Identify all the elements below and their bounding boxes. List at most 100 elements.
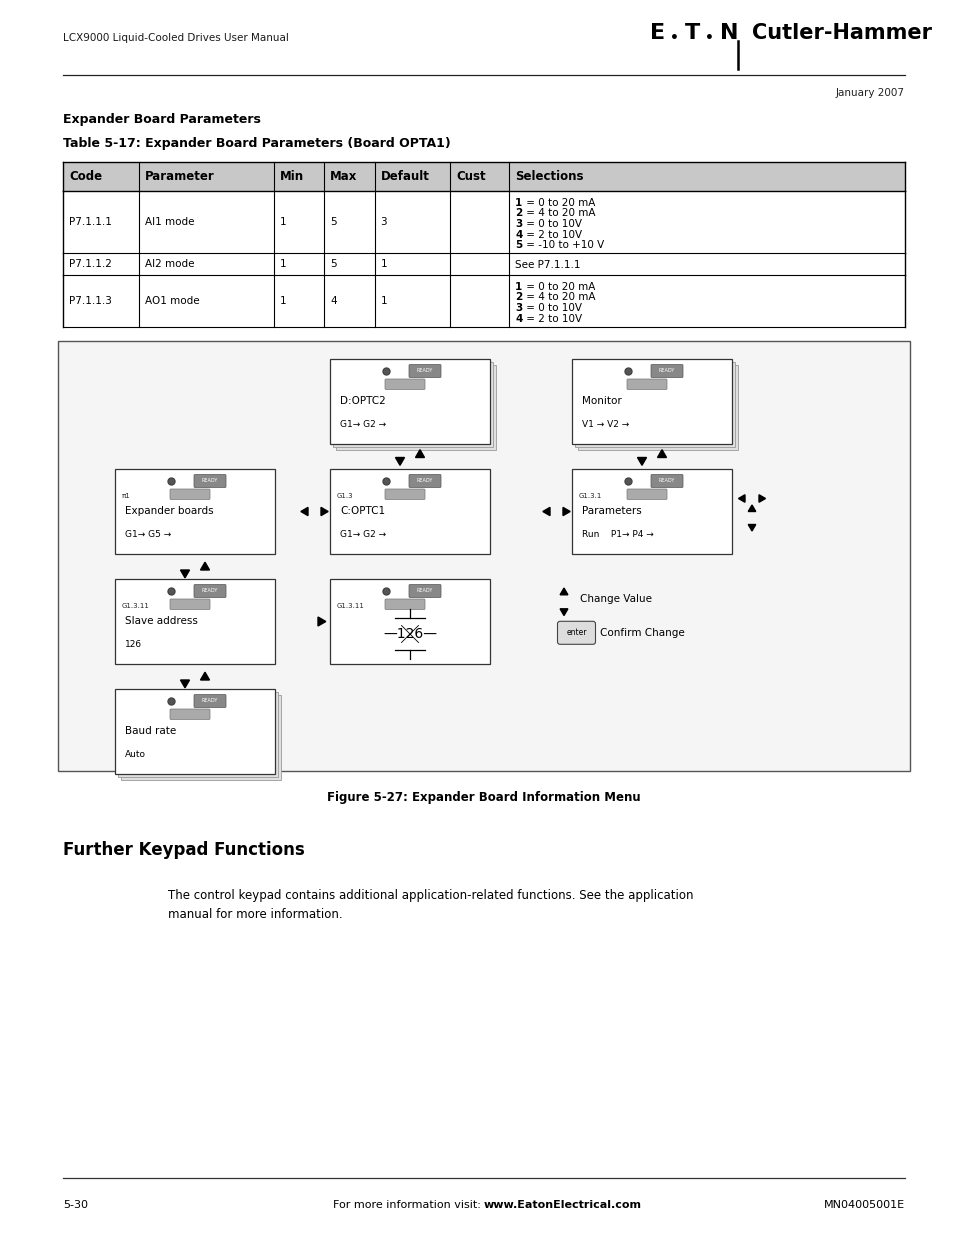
- Polygon shape: [416, 450, 424, 457]
- Text: The control keypad contains additional application-related functions. See the ap: The control keypad contains additional a…: [168, 889, 693, 921]
- Text: 1: 1: [515, 282, 522, 291]
- Text: Parameters: Parameters: [581, 506, 641, 516]
- FancyBboxPatch shape: [650, 474, 682, 488]
- Text: 2: 2: [515, 293, 522, 303]
- Text: = 0 to 20 mA: = 0 to 20 mA: [522, 198, 595, 207]
- Text: 3: 3: [515, 219, 522, 228]
- Text: = 2 to 10V: = 2 to 10V: [522, 230, 581, 240]
- Bar: [333, 362, 493, 447]
- Bar: [115, 469, 274, 555]
- Text: 126: 126: [125, 640, 142, 650]
- Text: Cutler-Hammer: Cutler-Hammer: [751, 23, 931, 43]
- Text: Baud rate: Baud rate: [125, 726, 176, 736]
- Bar: [572, 469, 731, 555]
- FancyBboxPatch shape: [650, 364, 682, 378]
- Polygon shape: [637, 457, 646, 466]
- Polygon shape: [200, 562, 210, 571]
- Bar: [63, 162, 904, 191]
- Text: Table 5-17: Expander Board Parameters (Board OPTA1): Table 5-17: Expander Board Parameters (B…: [63, 137, 450, 149]
- Text: AO1 mode: AO1 mode: [145, 296, 199, 306]
- Bar: [575, 362, 734, 447]
- Bar: [572, 359, 731, 445]
- Text: www.EatonElectrical.com: www.EatonElectrical.com: [483, 1200, 641, 1210]
- Bar: [118, 692, 277, 777]
- Text: Max: Max: [330, 170, 357, 183]
- FancyBboxPatch shape: [193, 694, 226, 708]
- Text: MN04005001E: MN04005001E: [823, 1200, 904, 1210]
- Bar: [330, 469, 490, 555]
- FancyBboxPatch shape: [193, 584, 226, 598]
- Text: AI1 mode: AI1 mode: [145, 217, 194, 227]
- FancyBboxPatch shape: [409, 474, 440, 488]
- Text: 1: 1: [279, 217, 286, 227]
- Polygon shape: [180, 571, 190, 578]
- Polygon shape: [200, 672, 210, 680]
- FancyBboxPatch shape: [626, 489, 666, 499]
- Text: AI2 mode: AI2 mode: [145, 259, 194, 269]
- Text: Auto: Auto: [125, 750, 146, 760]
- Polygon shape: [759, 495, 764, 503]
- Text: Change Value: Change Value: [579, 594, 651, 604]
- Text: enter: enter: [566, 629, 586, 637]
- Text: G1.3.1: G1.3.1: [578, 493, 601, 499]
- Text: π1: π1: [122, 493, 131, 499]
- FancyBboxPatch shape: [626, 379, 666, 389]
- Text: Monitor: Monitor: [581, 396, 621, 406]
- Text: Expander boards: Expander boards: [125, 506, 213, 516]
- Bar: [578, 366, 738, 450]
- Text: G1→ G2 →: G1→ G2 →: [339, 420, 386, 429]
- Text: Parameter: Parameter: [145, 170, 214, 183]
- Polygon shape: [559, 609, 567, 615]
- Text: D:OPTC2: D:OPTC2: [339, 396, 385, 406]
- FancyBboxPatch shape: [385, 379, 424, 389]
- Text: P7.1.1.1: P7.1.1.1: [69, 217, 112, 227]
- Text: 4: 4: [515, 230, 522, 240]
- FancyBboxPatch shape: [385, 599, 424, 610]
- Text: E: E: [649, 23, 664, 43]
- Text: = 4 to 20 mA: = 4 to 20 mA: [522, 293, 595, 303]
- Polygon shape: [300, 508, 308, 516]
- Text: C:OPTC1: C:OPTC1: [339, 506, 385, 516]
- Text: = 2 to 10V: = 2 to 10V: [522, 314, 581, 324]
- Text: For more information visit:: For more information visit:: [333, 1200, 483, 1210]
- Text: Selections: Selections: [515, 170, 583, 183]
- Text: Cust: Cust: [456, 170, 485, 183]
- Text: Default: Default: [380, 170, 429, 183]
- Bar: [115, 579, 274, 664]
- Text: Min: Min: [279, 170, 303, 183]
- Text: 5: 5: [330, 259, 336, 269]
- FancyBboxPatch shape: [170, 489, 210, 499]
- FancyBboxPatch shape: [385, 489, 424, 499]
- Text: 3: 3: [380, 217, 387, 227]
- Text: 4: 4: [330, 296, 336, 306]
- Polygon shape: [747, 525, 755, 531]
- Text: = 0 to 10V: = 0 to 10V: [522, 219, 581, 228]
- Text: See P7.1.1.1: See P7.1.1.1: [515, 261, 580, 270]
- Text: 1: 1: [279, 296, 286, 306]
- Text: = 0 to 10V: = 0 to 10V: [522, 303, 581, 312]
- FancyBboxPatch shape: [409, 364, 440, 378]
- Polygon shape: [747, 505, 755, 511]
- Text: READY: READY: [202, 589, 218, 594]
- Text: = 0 to 20 mA: = 0 to 20 mA: [522, 282, 595, 291]
- Text: N: N: [720, 23, 738, 43]
- Text: G1.3.11: G1.3.11: [336, 603, 364, 609]
- Bar: [330, 579, 490, 664]
- FancyBboxPatch shape: [557, 621, 595, 645]
- Text: P7.1.1.2: P7.1.1.2: [69, 259, 112, 269]
- Polygon shape: [180, 680, 190, 688]
- Text: G1→ G5 →: G1→ G5 →: [125, 530, 172, 538]
- Text: = -10 to +10 V: = -10 to +10 V: [522, 240, 603, 249]
- Text: T: T: [684, 23, 700, 43]
- Text: •: •: [669, 31, 679, 44]
- Bar: [121, 695, 281, 781]
- Text: READY: READY: [416, 478, 433, 483]
- Text: 4: 4: [515, 314, 522, 324]
- Text: READY: READY: [202, 478, 218, 483]
- Text: G1.3.11: G1.3.11: [122, 603, 150, 609]
- Text: Further Keypad Functions: Further Keypad Functions: [63, 841, 304, 860]
- Text: 5: 5: [515, 240, 522, 249]
- Text: 2: 2: [515, 209, 522, 219]
- Text: = 4 to 20 mA: = 4 to 20 mA: [522, 209, 595, 219]
- Text: 1: 1: [380, 296, 387, 306]
